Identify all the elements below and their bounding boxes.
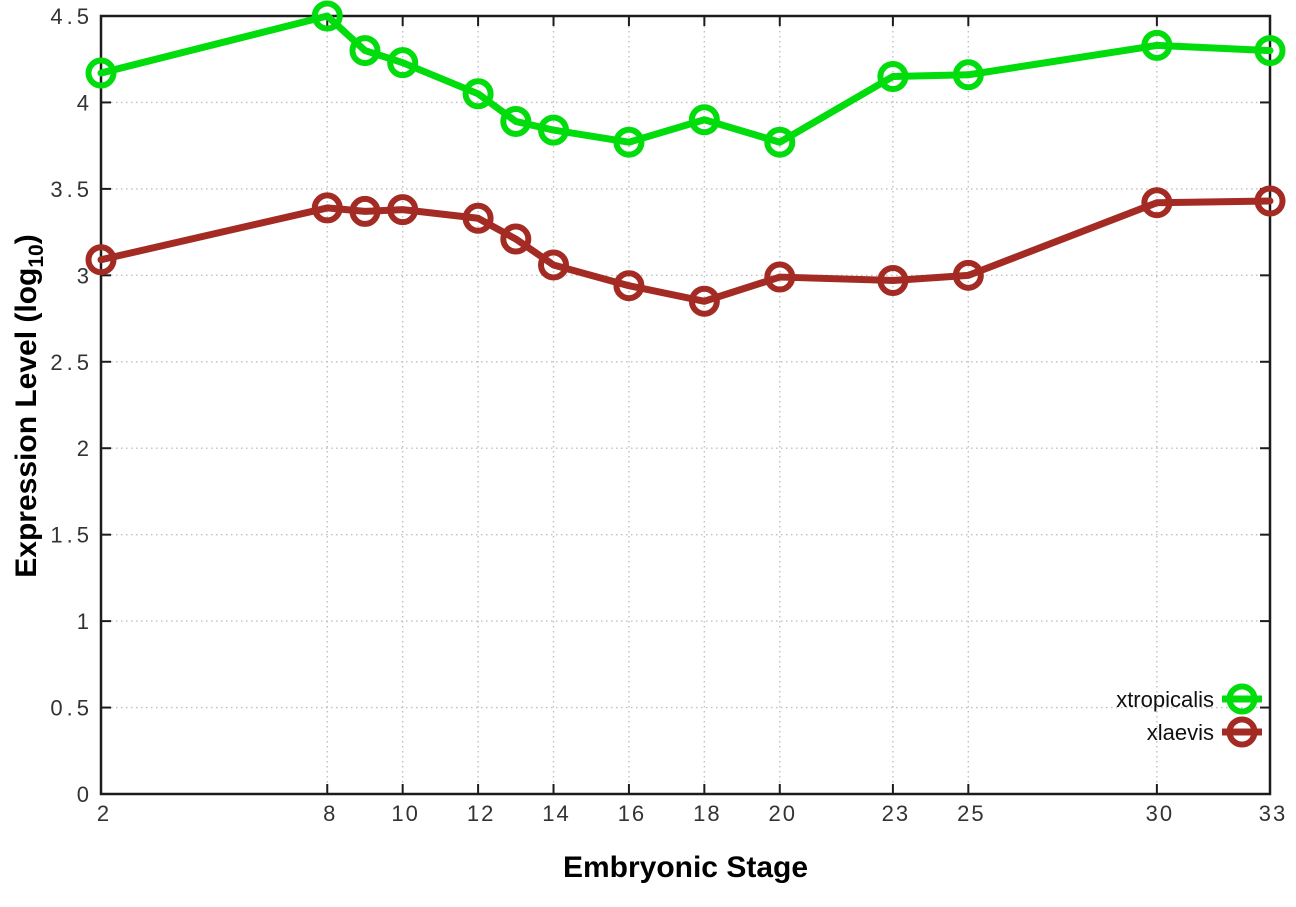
marker-xlaevis-stage-9: [349, 195, 381, 227]
y-tick-label-3: 3: [77, 263, 93, 288]
y-tick-label-1.5: 1.5: [50, 523, 93, 548]
x-tick-label-8: 8: [323, 801, 337, 826]
marker-xtropicalis-stage-25: [952, 59, 984, 91]
legend-marker-xlaevis: [1226, 716, 1258, 748]
marker-xtropicalis-stage-8: [311, 0, 343, 32]
marker-xlaevis-stage-14: [538, 249, 570, 281]
x-axis-title: Embryonic Stage: [563, 851, 808, 884]
marker-xlaevis-stage-23: [877, 265, 909, 297]
plot-border: [99, 14, 1272, 796]
y-tick-label-2.5: 2.5: [50, 350, 93, 375]
y-tick-label-0: 0: [77, 782, 93, 807]
marker-xtropicalis-stage-18: [688, 104, 720, 136]
y-axis-title: Expression Level (log10): [10, 234, 48, 577]
gridlines: [101, 16, 1270, 794]
tick-marks: [100, 15, 1271, 795]
marker-xtropicalis-stage-30: [1141, 29, 1173, 61]
marker-xtropicalis-stage-14: [538, 114, 570, 146]
marker-xlaevis-stage-13: [500, 223, 532, 255]
marker-xtropicalis-stage-2: [85, 57, 117, 89]
legend-label-xtropicalis: xtropicalis: [1116, 687, 1214, 712]
legend-marker-xtropicalis: [1226, 683, 1258, 715]
marker-xtropicalis-stage-33: [1254, 35, 1286, 67]
marker-xlaevis-stage-20: [764, 261, 796, 293]
marker-xtropicalis-stage-10: [387, 47, 419, 79]
x-tick-label-23: 23: [882, 801, 910, 826]
x-tick-label-20: 20: [769, 801, 797, 826]
marker-xtropicalis-stage-13: [500, 105, 532, 137]
y-tick-label-0.5: 0.5: [50, 696, 93, 721]
marker-xtropicalis-stage-23: [877, 61, 909, 93]
marker-xlaevis-stage-25: [952, 259, 984, 291]
marker-xlaevis-stage-10: [387, 194, 419, 226]
x-tick-label-2: 2: [97, 801, 111, 826]
y-tick-label-1: 1: [77, 609, 93, 634]
x-tick-label-25: 25: [957, 801, 985, 826]
marker-xlaevis-stage-33: [1254, 185, 1286, 217]
tick-labels: 0 0.5 1 1.5 2 2.5 3 3.5 4 4.5 2 8 10 12 14 16 18 20 23 25 30…: [50, 4, 1287, 826]
legend: xtropicalis xlaevis: [1116, 683, 1262, 748]
y-tick-label-4: 4: [77, 90, 93, 115]
series-xlaevis: [85, 185, 1286, 317]
x-tick-label-12: 12: [467, 801, 495, 826]
x-tick-label-30: 30: [1146, 801, 1174, 826]
marker-xtropicalis-stage-9: [349, 35, 381, 67]
x-tick-label-33: 33: [1259, 801, 1287, 826]
series-line-xtropicalis: [97, 12, 1274, 146]
x-tick-label-16: 16: [618, 801, 646, 826]
x-tick-label-18: 18: [693, 801, 721, 826]
marker-xtropicalis-stage-20: [764, 126, 796, 158]
marker-xtropicalis-stage-12: [462, 78, 494, 110]
marker-xlaevis-stage-16: [613, 270, 645, 302]
marker-xlaevis-stage-8: [311, 192, 343, 224]
series-line-xlaevis: [97, 197, 1274, 305]
marker-xlaevis-stage-30: [1141, 187, 1173, 219]
y-tick-label-4.5: 4.5: [50, 4, 93, 29]
marker-xlaevis-stage-18: [688, 285, 720, 317]
marker-xlaevis-stage-12: [462, 202, 494, 234]
y-tick-label-3.5: 3.5: [50, 177, 93, 202]
x-tick-label-10: 10: [391, 801, 419, 826]
y-tick-label-2: 2: [77, 436, 93, 461]
legend-label-xlaevis: xlaevis: [1147, 720, 1214, 745]
marker-xtropicalis-stage-16: [613, 126, 645, 158]
marker-xlaevis-stage-2: [85, 244, 117, 276]
series-xtropicalis: [85, 0, 1286, 158]
x-tick-label-14: 14: [542, 801, 570, 826]
